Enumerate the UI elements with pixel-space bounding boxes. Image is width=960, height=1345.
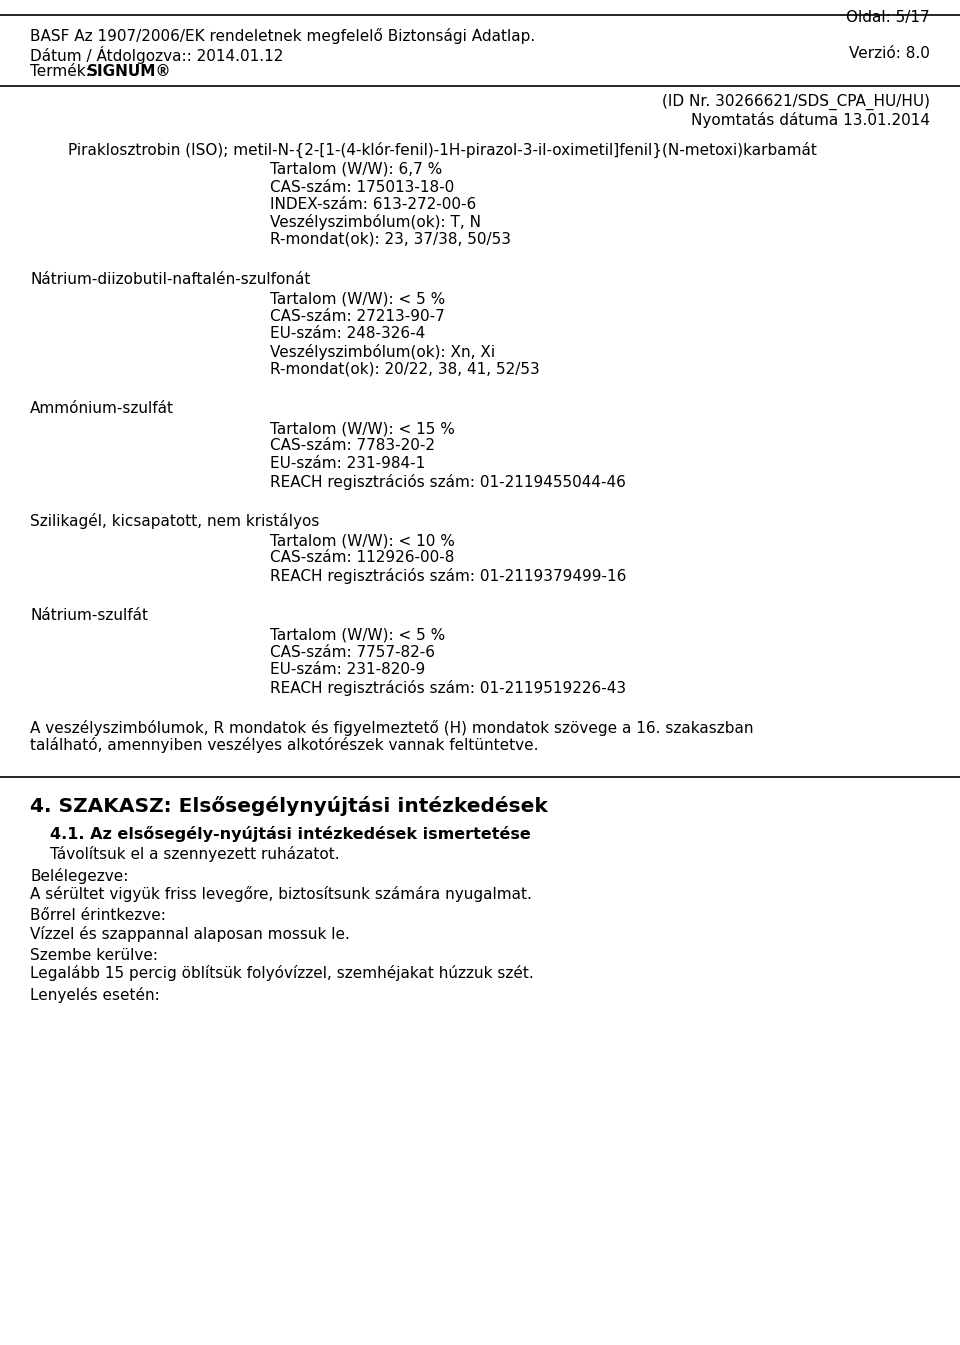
Text: Lenyelés esetén:: Lenyelés esetén: [30,987,159,1003]
Text: R-mondat(ok): 23, 37/38, 50/53: R-mondat(ok): 23, 37/38, 50/53 [270,231,511,247]
Text: SIGNUM®: SIGNUM® [87,65,172,79]
Text: REACH regisztrációs szám: 01-2119455044-46: REACH regisztrációs szám: 01-2119455044-… [270,473,626,490]
Text: Távolítsuk el a szennyezett ruházatot.: Távolítsuk el a szennyezett ruházatot. [50,846,340,862]
Text: CAS-szám: 175013-18-0: CAS-szám: 175013-18-0 [270,179,454,195]
Text: REACH regisztrációs szám: 01-2119519226-43: REACH regisztrációs szám: 01-2119519226-… [270,681,626,695]
Text: Veszélyszimbólum(ok): Xn, Xi: Veszélyszimbólum(ok): Xn, Xi [270,344,495,360]
Text: BASF Az 1907/2006/EK rendeletnek megfelelő Biztonsági Adatlap.: BASF Az 1907/2006/EK rendeletnek megfele… [30,28,536,44]
Text: EU-szám: 231-984-1: EU-szám: 231-984-1 [270,456,425,471]
Text: Tartalom (W/W): 6,7 %: Tartalom (W/W): 6,7 % [270,161,443,178]
Text: EU-szám: 231-820-9: EU-szám: 231-820-9 [270,663,425,678]
Text: CAS-szám: 112926-00-8: CAS-szám: 112926-00-8 [270,550,454,565]
Text: Dátum / Átdolgozva:: 2014.01.12: Dátum / Átdolgozva:: 2014.01.12 [30,46,283,65]
Text: 4.1. Az elsősegély-nyújtási intézkedések ismertetése: 4.1. Az elsősegély-nyújtási intézkedések… [50,826,531,842]
Text: Tartalom (W/W): < 5 %: Tartalom (W/W): < 5 % [270,292,445,307]
Text: Oldal: 5/17: Oldal: 5/17 [847,9,930,26]
Text: Ammónium-szulfát: Ammónium-szulfát [30,401,174,416]
Text: A sérültet vigyük friss levegőre, biztosítsunk számára nyugalmat.: A sérültet vigyük friss levegőre, biztos… [30,886,532,902]
Text: CAS-szám: 27213-90-7: CAS-szám: 27213-90-7 [270,309,444,324]
Text: Szembe kerülve:: Szembe kerülve: [30,947,158,963]
Text: REACH regisztrációs szám: 01-2119379499-16: REACH regisztrációs szám: 01-2119379499-… [270,568,626,584]
Text: EU-szám: 248-326-4: EU-szám: 248-326-4 [270,327,425,342]
Text: Nyomtatás dátuma 13.01.2014: Nyomtatás dátuma 13.01.2014 [691,112,930,128]
Text: Piraklosztrobin (ISO); metil-N-{2-[1-(4-klór-fenil)-1H-pirazol-3-il-oximetil]fen: Piraklosztrobin (ISO); metil-N-{2-[1-(4-… [68,143,817,159]
Text: Bőrrel érintkezve:: Bőrrel érintkezve: [30,908,166,923]
Text: CAS-szám: 7757-82-6: CAS-szám: 7757-82-6 [270,646,435,660]
Text: Nátrium-diizobutil-naftalén-szulfonát: Nátrium-diizobutil-naftalén-szulfonát [30,272,310,286]
Text: INDEX-szám: 613-272-00-6: INDEX-szám: 613-272-00-6 [270,196,476,213]
Text: található, amennyiben veszélyes alkotórészek vannak feltüntetve.: található, amennyiben veszélyes alkotóré… [30,737,539,753]
Text: Termék:: Termék: [30,65,96,79]
Text: CAS-szám: 7783-20-2: CAS-szám: 7783-20-2 [270,438,435,453]
Text: 4. SZAKASZ: Elsősegélynyújtási intézkedések: 4. SZAKASZ: Elsősegélynyújtási intézkedé… [30,796,548,816]
Text: Belélegezve:: Belélegezve: [30,869,129,885]
Text: Tartalom (W/W): < 10 %: Tartalom (W/W): < 10 % [270,533,455,547]
Text: Tartalom (W/W): < 15 %: Tartalom (W/W): < 15 % [270,421,455,436]
Text: Veszélyszimbólum(ok): T, N: Veszélyszimbólum(ok): T, N [270,214,481,230]
Text: Legalább 15 percig öblítsük folyóvízzel, szemhéjakat húzzuk szét.: Legalább 15 percig öblítsük folyóvízzel,… [30,964,534,981]
Text: R-mondat(ok): 20/22, 38, 41, 52/53: R-mondat(ok): 20/22, 38, 41, 52/53 [270,362,540,377]
Text: (ID Nr. 30266621/SDS_CPA_HU/HU): (ID Nr. 30266621/SDS_CPA_HU/HU) [662,94,930,110]
Text: Tartalom (W/W): < 5 %: Tartalom (W/W): < 5 % [270,628,445,643]
Text: Verzió: 8.0: Verzió: 8.0 [850,46,930,61]
Text: A veszélyszimbólumok, R mondatok és figyelmeztető (H) mondatok szövege a 16. sza: A veszélyszimbólumok, R mondatok és figy… [30,720,754,736]
Text: Szilikagél, kicsapatott, nem kristályos: Szilikagél, kicsapatott, nem kristályos [30,512,320,529]
Text: Nátrium-szulfát: Nátrium-szulfát [30,608,148,623]
Text: Vízzel és szappannal alaposan mossuk le.: Vízzel és szappannal alaposan mossuk le. [30,925,349,941]
